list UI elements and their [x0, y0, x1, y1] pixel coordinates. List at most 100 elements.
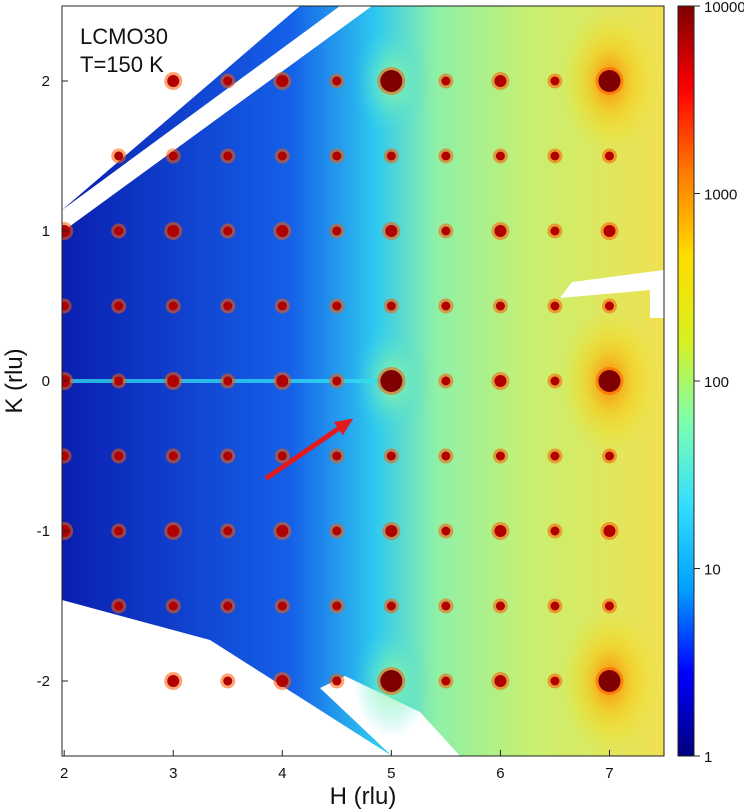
bragg-peak	[441, 676, 451, 686]
x-tick-label: 4	[278, 765, 286, 782]
bragg-peak	[168, 301, 178, 311]
x-tick-label: 6	[496, 765, 504, 782]
data-gap-top	[62, 6, 372, 232]
bragg-peak	[276, 75, 289, 87]
sample-label: LCMO30	[80, 24, 168, 49]
bragg-peak	[114, 226, 124, 236]
bragg-peak	[332, 601, 342, 611]
bragg-peak	[386, 301, 396, 311]
bragg-peak	[598, 70, 621, 92]
bragg-peak	[223, 226, 233, 236]
bragg-peak	[494, 225, 507, 237]
bragg-peak	[332, 526, 342, 536]
bragg-peak	[441, 76, 451, 86]
bragg-peak	[441, 526, 451, 536]
bragg-peak	[550, 376, 560, 386]
bragg-peak	[380, 70, 403, 92]
bragg-peak	[494, 525, 507, 537]
x-tick-label: 2	[60, 765, 68, 782]
bragg-peak	[277, 301, 287, 311]
bragg-peak	[604, 151, 614, 161]
bragg-peak	[604, 451, 614, 461]
bragg-peak	[386, 151, 396, 161]
bragg-peak	[550, 151, 560, 161]
bragg-peak	[114, 376, 124, 386]
x-axis: 2 3 4 5 6 7	[60, 750, 614, 782]
y-tick-label: -1	[37, 523, 50, 540]
colorbar-tick-label: 10	[704, 562, 721, 579]
bragg-peak	[332, 676, 342, 686]
bragg-peak	[114, 601, 124, 611]
y-tick-label: 1	[42, 223, 50, 240]
arrow-shaft	[264, 426, 340, 481]
x-tick-label: 5	[387, 765, 395, 782]
bragg-peak	[603, 525, 616, 537]
temperature-label: T=150 K	[80, 52, 164, 77]
bragg-peak	[332, 151, 342, 161]
bragg-peak	[441, 451, 451, 461]
bragg-peak	[223, 76, 233, 86]
bragg-peak	[386, 601, 396, 611]
bragg-peak	[441, 301, 451, 311]
plot-area	[62, 6, 664, 756]
bragg-peak	[276, 225, 289, 237]
bragg-peak	[550, 451, 560, 461]
bragg-peaks	[62, 67, 624, 695]
colorbar-tick-label: 10000	[704, 0, 744, 16]
bragg-peak	[550, 76, 560, 86]
bragg-peak	[167, 225, 180, 237]
bragg-peak	[223, 376, 233, 386]
bragg-peak	[603, 225, 616, 237]
bragg-peak	[550, 526, 560, 536]
bragg-peak	[114, 151, 124, 161]
bragg-peak	[223, 601, 233, 611]
bragg-peak	[550, 601, 560, 611]
bragg-peak	[386, 451, 396, 461]
bragg-peak	[168, 451, 178, 461]
bragg-peak	[277, 451, 287, 461]
bragg-peak	[223, 526, 233, 536]
bragg-peak	[550, 301, 560, 311]
bragg-peak	[223, 151, 233, 161]
colorbar-tick-label: 1	[704, 749, 712, 766]
bragg-peak	[276, 675, 289, 687]
y-axis-label: K (rlu)	[1, 348, 28, 413]
bragg-peak	[168, 601, 178, 611]
colorbar-tick-label: 1000	[704, 187, 737, 204]
bragg-peak	[223, 301, 233, 311]
red-arrow-annotation	[264, 418, 354, 481]
bragg-peak	[223, 451, 233, 461]
bragg-peak	[276, 525, 289, 537]
bragg-peak	[550, 226, 560, 236]
bragg-peak	[114, 301, 124, 311]
bragg-peak	[380, 370, 403, 392]
arrow-head	[333, 418, 354, 436]
bragg-peak	[332, 451, 342, 461]
data-gap-right	[560, 270, 664, 318]
bragg-peak	[495, 301, 505, 311]
x-tick-label: 7	[605, 765, 613, 782]
bragg-peak	[332, 376, 342, 386]
bragg-peak	[62, 451, 69, 461]
bragg-peak	[494, 75, 507, 87]
colorbar-ticks: 1 10 100 1000 10000	[694, 0, 744, 766]
bragg-peak	[441, 226, 451, 236]
colorbar	[677, 5, 695, 757]
bragg-peak	[167, 675, 180, 687]
bragg-peak	[277, 151, 287, 161]
bragg-peak	[332, 76, 342, 86]
x-axis-label: H (rlu)	[330, 783, 397, 810]
bragg-peak	[332, 301, 342, 311]
y-tick-label: 0	[42, 373, 50, 390]
y-tick-label: 2	[42, 73, 50, 90]
bragg-peak	[167, 525, 180, 537]
bragg-peak	[114, 526, 124, 536]
bragg-peak	[598, 370, 621, 392]
bragg-peak	[604, 601, 614, 611]
bragg-peak	[276, 375, 289, 387]
bragg-peak	[168, 151, 178, 161]
bragg-peak	[167, 375, 180, 387]
bragg-peak	[277, 601, 287, 611]
bragg-peak	[114, 451, 124, 461]
bragg-peak	[494, 675, 507, 687]
